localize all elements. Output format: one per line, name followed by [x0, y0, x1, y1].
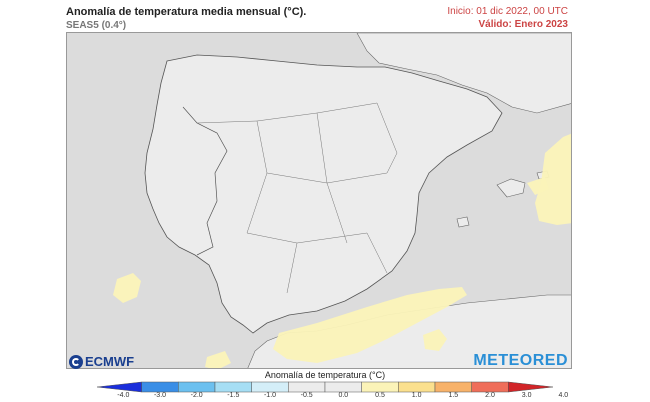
anomaly-map: [66, 32, 572, 369]
colorbar-segment: [361, 381, 399, 393]
colorbar-segment: [508, 381, 554, 393]
model-label: SEAS5 (0.4°): [66, 20, 127, 31]
anomaly-patch-algeria: [423, 329, 447, 351]
ibiza: [456, 216, 470, 228]
colorbar-tick-label: -4.0: [117, 392, 130, 399]
colorbar-tick-label: 0.5: [375, 392, 385, 399]
anomaly-patch-corsica: [527, 177, 549, 195]
colorbar-segment: [96, 381, 142, 393]
colorbar-label: Anomalía de temperatura (°C): [264, 370, 386, 380]
colorbar-segment: [398, 381, 436, 393]
colorbar-ticks: -4.0 -3.0 -2.0 -1.5 -1.0 -0.5 0.0 0.5 1.0 1.5 2.0 3…: [0, 392, 650, 402]
colorbar-segment: [288, 381, 326, 393]
colorbar-tick-label: -3.0: [153, 392, 167, 399]
colorbar-tick-label: 1.5: [448, 392, 459, 399]
anomaly-patch-alboran: [273, 287, 467, 363]
ecmwf-logo-icon: [69, 354, 83, 369]
colorbar-tick-label: 4.0: [558, 392, 569, 399]
colorbar-tick-label: 0.0: [338, 392, 349, 399]
colorbar: [96, 381, 554, 393]
colorbar-tick-label: -0.5: [300, 392, 313, 399]
meteored-logo: METEORED: [473, 352, 568, 369]
colorbar-segment: [324, 381, 362, 393]
colorbar-segment: [141, 381, 179, 393]
anomaly-patch-mediterranean-east: [535, 133, 571, 225]
portugal-border: [182, 106, 228, 256]
ecmwf-logo: ECMWF: [69, 354, 134, 369]
valid-time: Válido: Enero 2023: [478, 19, 568, 30]
ecmwf-logo-text: ECMWF: [85, 354, 135, 369]
colorbar-segment: [251, 381, 289, 393]
colorbar-tick-label: -2.0: [190, 392, 203, 399]
colorbar-segment: [178, 381, 216, 393]
france-land: [356, 33, 571, 114]
colorbar-tick-label: 3.0: [521, 392, 532, 399]
colorbar-segment: [434, 381, 472, 393]
colorbar-tick-label: -1.5: [227, 392, 240, 399]
colorbar-tick-label: 2.0: [485, 392, 495, 399]
anomaly-patch-morocco: [205, 351, 231, 368]
colorbar-segment: [471, 381, 509, 393]
colorbar-tick-label: 1.0: [411, 392, 422, 399]
mallorca: [496, 178, 526, 198]
iberia-land: [144, 54, 503, 334]
init-time: Inicio: 01 dic 2022, 00 UTC: [447, 6, 568, 17]
map-title: Anomalía de temperatura media mensual (°…: [66, 6, 307, 18]
anomaly-patch-atlantic: [113, 273, 141, 303]
colorbar-tick-label: -1.0: [263, 392, 277, 399]
map-canvas: [67, 33, 571, 368]
regional-borders: [196, 102, 398, 294]
colorbar-segment: [214, 381, 252, 393]
